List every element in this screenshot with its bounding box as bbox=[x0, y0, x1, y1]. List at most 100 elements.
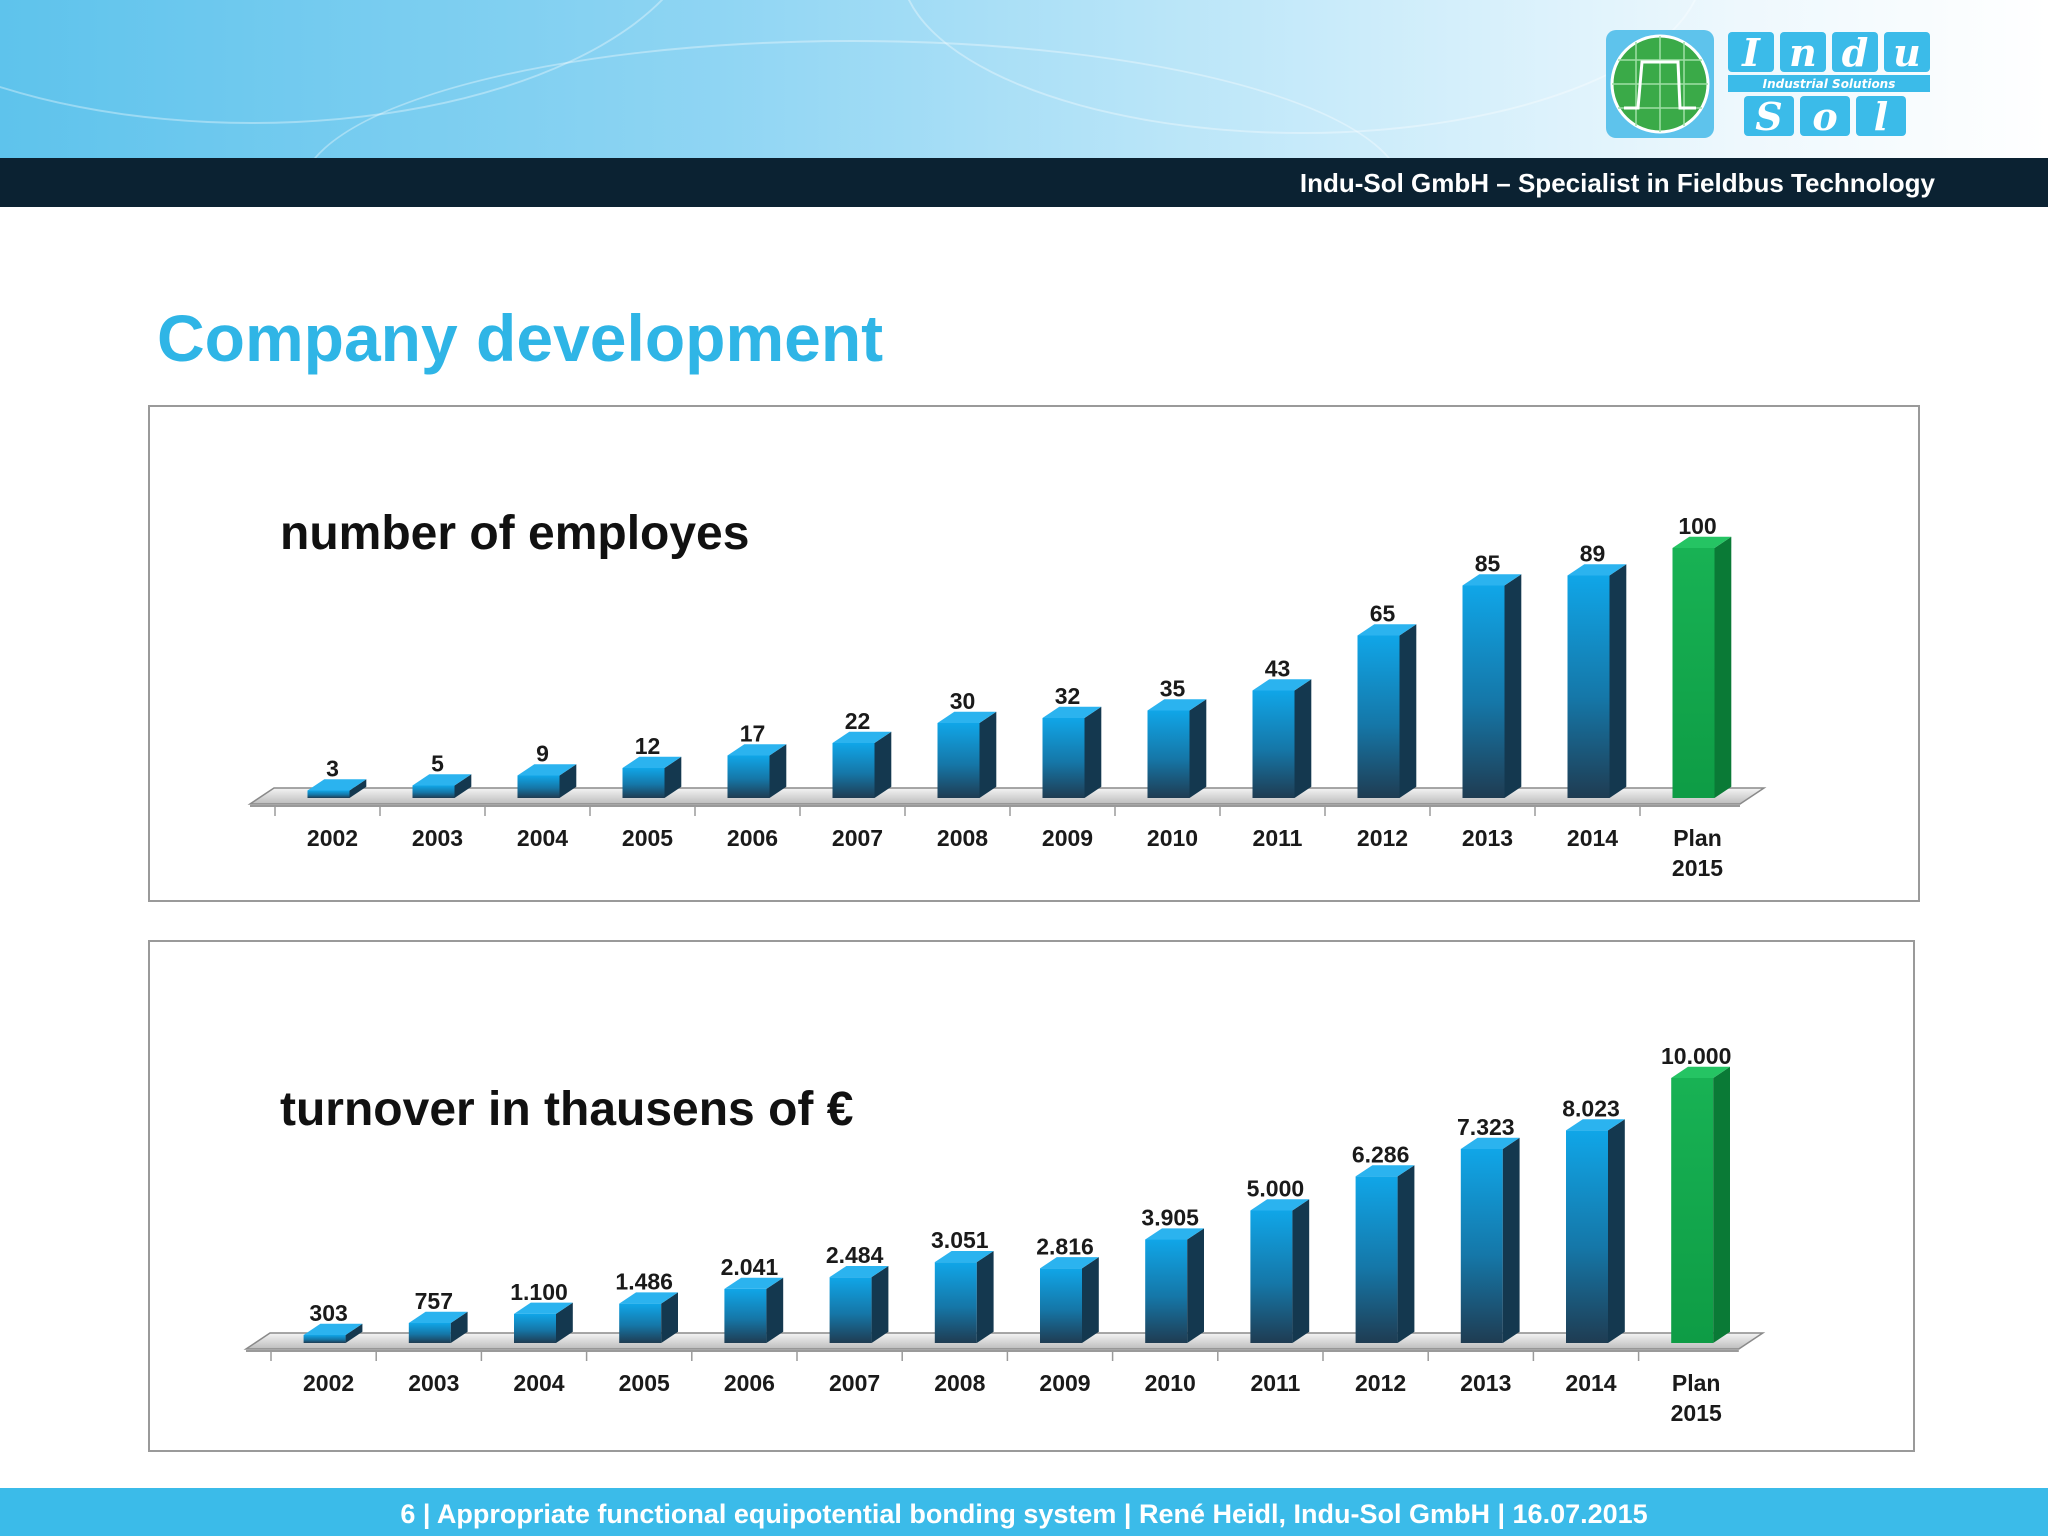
bar-top-11 bbox=[1462, 574, 1522, 586]
data-label-11: 85 bbox=[1475, 551, 1501, 577]
bar-front-8 bbox=[1145, 1239, 1188, 1343]
data-label-12: 8.023 bbox=[1562, 1095, 1620, 1121]
bar-top-3 bbox=[619, 1292, 678, 1304]
tick-label-8: 2010 bbox=[1147, 825, 1198, 851]
bar-front-0 bbox=[303, 1334, 346, 1343]
bar-0 bbox=[307, 779, 367, 798]
bar-front-9 bbox=[1252, 690, 1295, 798]
bar-top-13 bbox=[1671, 1066, 1730, 1078]
tick-label-2: 2004 bbox=[517, 825, 568, 851]
logo-letter-5: S bbox=[1755, 94, 1782, 139]
data-label-7: 32 bbox=[1055, 683, 1081, 709]
bar-side-9 bbox=[1292, 1199, 1310, 1343]
bar-side-4 bbox=[769, 744, 787, 798]
bar-front-11 bbox=[1460, 1148, 1503, 1343]
bar-2 bbox=[514, 1302, 573, 1343]
bar-top-0 bbox=[303, 1323, 363, 1335]
data-label-6: 30 bbox=[950, 688, 976, 714]
tick-label-0: 2002 bbox=[307, 825, 358, 851]
bar-1 bbox=[412, 774, 472, 798]
bar-front-11 bbox=[1462, 585, 1505, 798]
bar-front-0 bbox=[307, 790, 350, 798]
bar-12 bbox=[1566, 1119, 1625, 1343]
bar-side-2 bbox=[556, 1302, 573, 1343]
bar-side-11 bbox=[1502, 1137, 1520, 1343]
chart-floor bbox=[247, 787, 1767, 805]
data-label-2: 9 bbox=[536, 741, 549, 767]
bar-2 bbox=[517, 764, 577, 798]
logo-letter-3: d bbox=[1842, 30, 1869, 75]
bar-front-1 bbox=[408, 1322, 451, 1343]
bar-6 bbox=[934, 1250, 994, 1343]
bar-side-0 bbox=[349, 779, 367, 798]
bar-front-7 bbox=[1040, 1268, 1082, 1343]
data-label-1: 757 bbox=[415, 1288, 453, 1314]
bar-front-6 bbox=[934, 1262, 977, 1343]
data-label-8: 3.905 bbox=[1141, 1205, 1199, 1231]
tick-label-12: 2014 bbox=[1565, 1370, 1616, 1396]
bar-side-3 bbox=[664, 756, 682, 798]
bar-side-0 bbox=[345, 1323, 363, 1343]
bar-front-13 bbox=[1671, 1078, 1714, 1343]
header-tagline: Indu-Sol GmbH – Specialist in Fieldbus T… bbox=[1299, 168, 1935, 198]
bar-side-12 bbox=[1608, 1119, 1625, 1343]
bar-front-12 bbox=[1566, 1130, 1608, 1343]
footer-text: 6 | Appropriate functional equipotential… bbox=[400, 1499, 1648, 1529]
header-bar bbox=[0, 158, 2048, 207]
bar-13 bbox=[1672, 536, 1732, 798]
bar-top-0 bbox=[307, 779, 367, 791]
bar-11 bbox=[1462, 574, 1522, 798]
logo-letter-4: u bbox=[1893, 30, 1921, 75]
bar-top-11 bbox=[1460, 1137, 1520, 1149]
bar-side-11 bbox=[1504, 574, 1522, 798]
data-label-5: 22 bbox=[845, 708, 871, 734]
bar-1 bbox=[408, 1311, 468, 1343]
bar-3 bbox=[622, 756, 682, 798]
bar-0 bbox=[303, 1323, 363, 1343]
bar-front-5 bbox=[832, 743, 875, 798]
data-label-13: 10.000 bbox=[1661, 1043, 1731, 1069]
bar-top-10 bbox=[1357, 624, 1417, 636]
bar-front-10 bbox=[1357, 635, 1400, 798]
bar-front-10 bbox=[1355, 1176, 1398, 1343]
bar-8 bbox=[1147, 699, 1207, 798]
bar-side-3 bbox=[661, 1292, 678, 1343]
bar-front-9 bbox=[1250, 1210, 1293, 1343]
bar-top-7 bbox=[1040, 1257, 1099, 1269]
bar-top-6 bbox=[934, 1250, 994, 1263]
tick-label-6: 2008 bbox=[934, 1370, 985, 1396]
data-label-10: 65 bbox=[1370, 601, 1396, 627]
bar-10 bbox=[1357, 624, 1417, 798]
data-label-6: 3.051 bbox=[931, 1227, 989, 1253]
bar-top-4 bbox=[727, 744, 787, 756]
data-label-4: 2.041 bbox=[721, 1254, 779, 1280]
bar-side-10 bbox=[1399, 624, 1417, 798]
chart-title: turnover in thausens of € bbox=[280, 1083, 853, 1136]
bar-top-4 bbox=[724, 1277, 784, 1289]
bar-top-3 bbox=[622, 756, 682, 768]
bar-top-1 bbox=[408, 1311, 468, 1323]
bar-8 bbox=[1145, 1228, 1204, 1343]
tick-label-1: 2003 bbox=[412, 825, 463, 851]
bar-front-4 bbox=[727, 755, 770, 798]
tick-label-4: 2006 bbox=[724, 1370, 775, 1396]
bar-7 bbox=[1042, 706, 1102, 798]
tick-label-8: 2010 bbox=[1145, 1370, 1196, 1396]
bar-top-9 bbox=[1250, 1199, 1310, 1211]
bar-side-6 bbox=[979, 711, 997, 798]
tick-label-9: 2011 bbox=[1253, 825, 1303, 851]
tick-label-6: 2008 bbox=[937, 825, 988, 851]
bar-7 bbox=[1040, 1257, 1099, 1343]
bar-front-12 bbox=[1567, 575, 1610, 798]
company-logo: I n d u Industrial Solutions S o l bbox=[1604, 28, 1934, 140]
bar-top-2 bbox=[514, 1302, 573, 1314]
data-label-1: 5 bbox=[431, 751, 444, 777]
tick-label-7: 2009 bbox=[1039, 1370, 1090, 1396]
page-title: Company development bbox=[157, 301, 884, 375]
bar-4 bbox=[727, 744, 787, 798]
logo-subtitle: Industrial Solutions bbox=[1763, 77, 1896, 91]
bar-side-7 bbox=[1082, 1257, 1099, 1343]
tick-label-5: 2007 bbox=[832, 825, 883, 851]
chart-title: number of employes bbox=[280, 507, 749, 560]
bar-top-9 bbox=[1252, 679, 1312, 691]
